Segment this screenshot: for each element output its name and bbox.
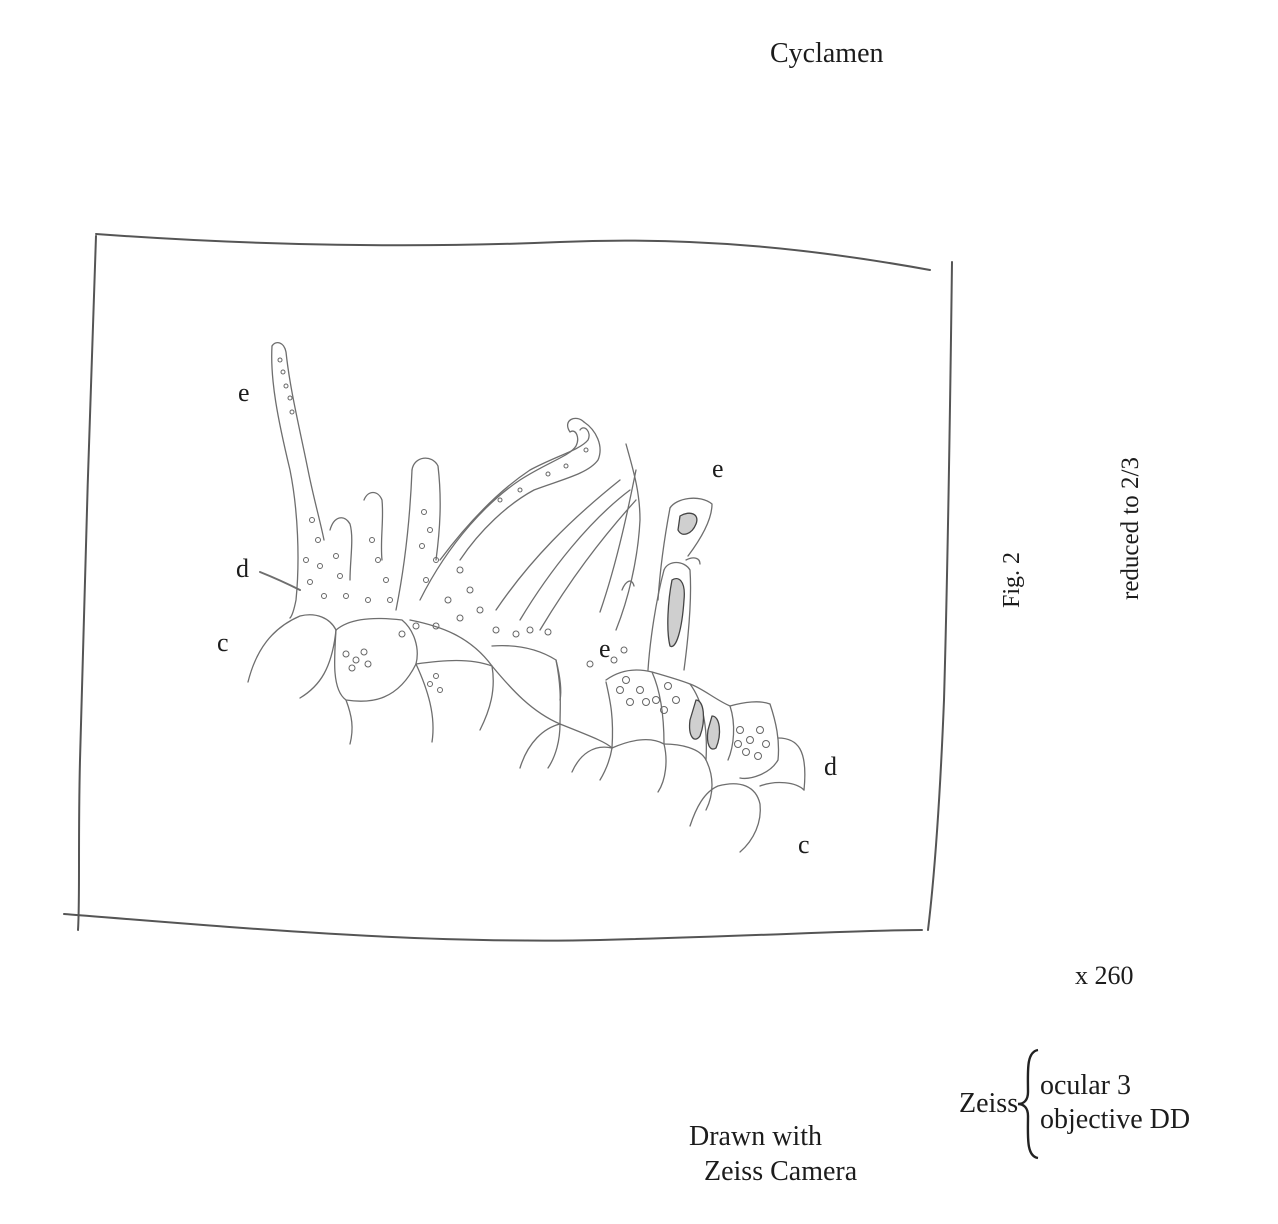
label-e-right: e	[712, 454, 724, 483]
credit-line-1: Drawn with	[689, 1121, 822, 1152]
label-e-mid: e	[599, 634, 611, 663]
credit-line-2: Zeiss Camera	[704, 1156, 858, 1187]
label-c-right: c	[798, 830, 810, 859]
label-e-top: e	[238, 378, 250, 407]
hair-cells	[259, 341, 713, 671]
label-d-right: d	[824, 752, 837, 781]
nuclei	[667, 512, 721, 750]
drawing-frame	[63, 233, 953, 942]
plant-name: Cyclamen	[770, 38, 884, 69]
cell-layer	[247, 614, 806, 853]
granules	[277, 357, 770, 760]
objective-setting: objective DD	[1040, 1104, 1191, 1135]
curly-brace	[1017, 1048, 1039, 1160]
optics-brand: Zeiss	[959, 1088, 1019, 1119]
magnification: x 260	[1075, 961, 1134, 990]
figure-label: Fig. 2	[999, 551, 1025, 608]
ocular-setting: ocular 3	[1040, 1070, 1131, 1101]
reduction-note: reduced to 2/3	[1117, 456, 1144, 600]
label-d-left: d	[236, 554, 249, 583]
label-c-left: c	[217, 628, 229, 657]
